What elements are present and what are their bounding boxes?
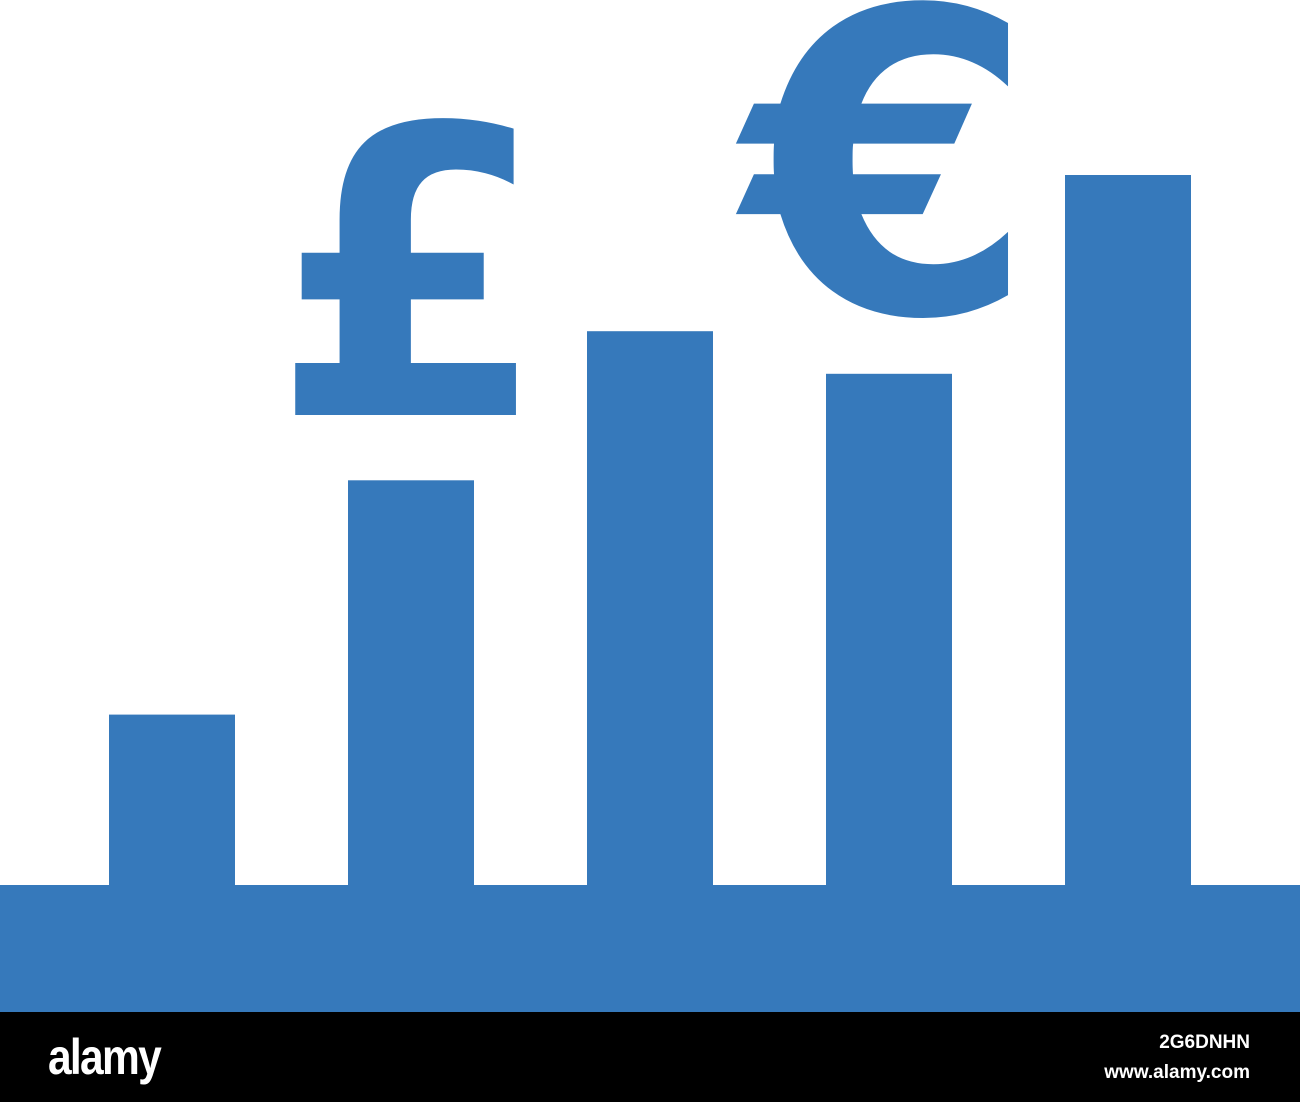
euro-symbol-icon: €: [731, 0, 1036, 412]
pound-symbol-icon: £: [271, 45, 549, 510]
watermark-footer: alamy 2G6DNHN www.alamy.com: [0, 1012, 1300, 1102]
site-url: www.alamy.com: [1104, 1062, 1250, 1083]
bar-4: [826, 373, 952, 886]
bar-3: [587, 331, 713, 886]
bar-2: [348, 480, 474, 886]
alamy-logo: alamy: [48, 1029, 162, 1085]
currency-bar-chart-icon: £ €: [0, 0, 1300, 1012]
image-id: 2G6DNHN: [1159, 1032, 1250, 1053]
bar-1: [109, 714, 235, 886]
bar-5: [1065, 175, 1191, 886]
base-band: [0, 885, 1300, 1012]
